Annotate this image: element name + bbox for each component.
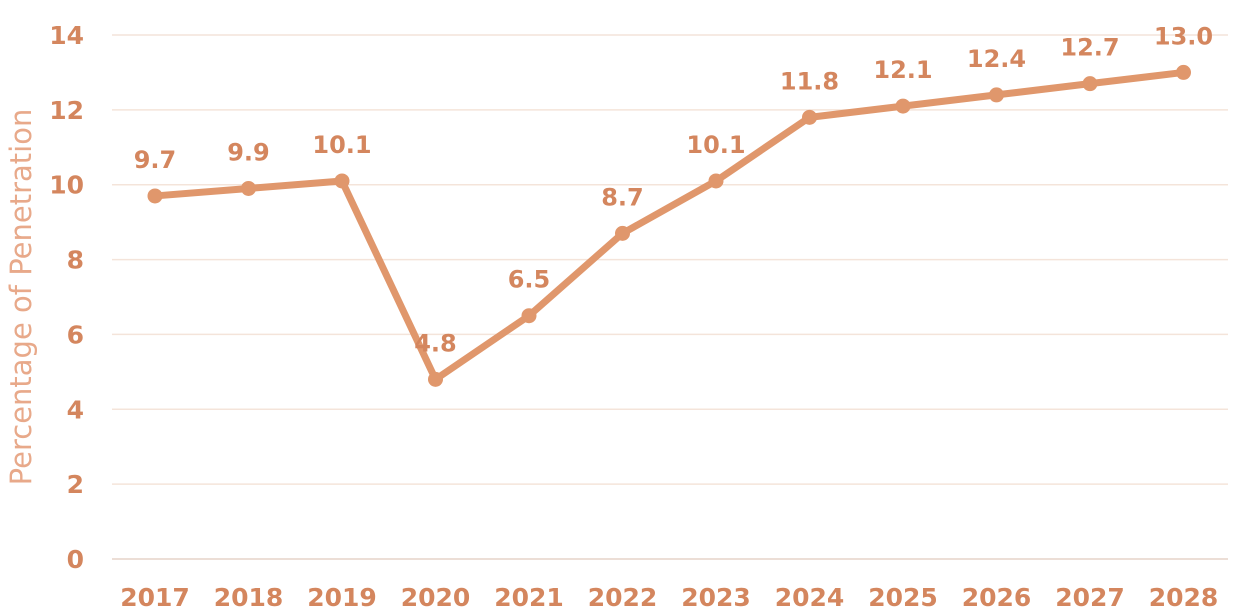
x-tick-label: 2026 bbox=[962, 583, 1032, 612]
x-tick-label: 2025 bbox=[868, 583, 938, 612]
x-tick-label: 2028 bbox=[1149, 583, 1219, 612]
x-axis-ticks: 2017 2018 2019 2020 2021 2022 2023 2024 2025 2026… bbox=[120, 583, 1218, 612]
y-axis-title: Percentage of Penetration bbox=[4, 109, 38, 486]
data-label: 10.1 bbox=[312, 131, 371, 159]
data-point bbox=[521, 308, 537, 324]
data-point bbox=[1176, 64, 1191, 80]
series-line-group bbox=[151, 68, 1187, 383]
data-point bbox=[1082, 76, 1098, 92]
y-tick-label: 2 bbox=[67, 470, 84, 499]
data-label: 9.9 bbox=[227, 138, 270, 166]
series-line bbox=[151, 68, 1187, 383]
x-tick-label: 2022 bbox=[588, 583, 658, 612]
y-tick-label: 14 bbox=[49, 21, 84, 50]
y-tick-label: 6 bbox=[67, 320, 84, 349]
y-tick-label: 10 bbox=[49, 171, 84, 200]
data-labels: 9.7 9.9 10.1 4.8 6.5 8.7 10.1 11.8 12.1 12.4 12.7 1… bbox=[134, 22, 1213, 357]
data-label: 8.7 bbox=[601, 183, 644, 211]
y-tick-label: 4 bbox=[67, 395, 84, 424]
data-point bbox=[708, 173, 724, 189]
grid-lines bbox=[112, 34, 1228, 560]
data-label: 9.7 bbox=[134, 146, 177, 174]
data-point bbox=[428, 371, 443, 387]
x-tick-label: 2018 bbox=[214, 583, 284, 612]
data-point bbox=[802, 109, 817, 125]
data-label: 4.8 bbox=[414, 329, 457, 357]
data-point bbox=[989, 87, 1004, 103]
x-tick-label: 2019 bbox=[307, 583, 377, 612]
data-label: 12.7 bbox=[1060, 34, 1119, 62]
data-point bbox=[241, 180, 256, 196]
data-label: 10.1 bbox=[686, 131, 745, 159]
x-tick-label: 2017 bbox=[120, 583, 190, 612]
data-point bbox=[147, 188, 163, 204]
data-label: 6.5 bbox=[508, 266, 551, 294]
data-point bbox=[895, 98, 911, 114]
y-tick-label: 0 bbox=[67, 545, 84, 574]
data-point bbox=[334, 173, 350, 189]
x-tick-label: 2020 bbox=[401, 583, 471, 612]
x-tick-label: 2021 bbox=[494, 583, 564, 612]
data-points bbox=[147, 64, 1191, 387]
data-label: 12.4 bbox=[967, 45, 1026, 73]
x-tick-label: 2023 bbox=[681, 583, 751, 612]
data-label: 12.1 bbox=[873, 56, 932, 84]
data-label: 13.0 bbox=[1154, 22, 1213, 50]
data-point bbox=[615, 225, 630, 241]
y-axis-ticks: 0 2 4 6 8 10 12 14 bbox=[49, 21, 84, 574]
x-tick-label: 2024 bbox=[775, 583, 845, 612]
y-tick-label: 8 bbox=[67, 246, 84, 275]
x-tick-label: 2027 bbox=[1055, 583, 1125, 612]
data-label: 11.8 bbox=[780, 67, 839, 95]
y-tick-label: 12 bbox=[49, 96, 84, 125]
